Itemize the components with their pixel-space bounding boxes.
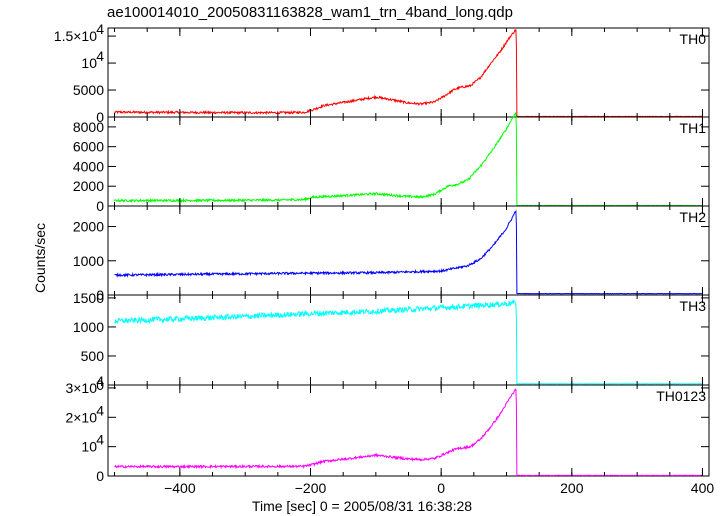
panel-label-th2: TH2 bbox=[680, 209, 707, 225]
y-tick-label: 10 bbox=[81, 439, 97, 455]
y-tick-label: 2×10 bbox=[65, 409, 97, 425]
series-line-th1 bbox=[114, 111, 702, 207]
y-tick-exponent: 4 bbox=[96, 21, 104, 37]
y-tick-label: 1500 bbox=[73, 290, 104, 306]
x-tick-label: 200 bbox=[560, 480, 584, 496]
x-axis-label: Time [sec] 0 = 2005/08/31 16:38:28 bbox=[251, 498, 473, 514]
y-tick-exponent: 4 bbox=[96, 373, 104, 389]
series-line-th0123 bbox=[114, 388, 703, 477]
y-tick-label: 2000 bbox=[73, 178, 104, 194]
y-tick-label: 0 bbox=[96, 198, 104, 214]
y-tick-label: 3×10 bbox=[65, 380, 97, 396]
y-tick-label: 10 bbox=[81, 55, 97, 71]
x-tick-label: 400 bbox=[691, 480, 715, 496]
y-tick-label: 0 bbox=[96, 468, 104, 484]
y-tick-label: 8000 bbox=[73, 119, 104, 135]
y-tick-label: 5000 bbox=[73, 82, 104, 98]
y-tick-label: 0 bbox=[96, 109, 104, 125]
series-line-th0 bbox=[114, 28, 702, 118]
y-tick-label: 6000 bbox=[73, 139, 104, 155]
panel-frame bbox=[107, 116, 710, 207]
y-tick-label: 4000 bbox=[73, 158, 104, 174]
panel-label-th1: TH1 bbox=[680, 120, 707, 136]
y-tick-exponent: 4 bbox=[96, 402, 104, 418]
y-tick-label: 0 bbox=[96, 377, 104, 393]
x-tick-label: −200 bbox=[295, 480, 327, 496]
chart-title: ae100014010_20050831163828_wam1_trn_4ban… bbox=[107, 4, 513, 21]
x-tick-label: 0 bbox=[437, 480, 445, 496]
panel-th3: TH3 0 500 1000 1500 bbox=[73, 290, 710, 393]
panel-th2: TH2 0 1000 2000 bbox=[73, 205, 710, 303]
panel-th1: TH1 0 2000 4000 6000 8000 bbox=[73, 111, 710, 214]
panel-frame bbox=[107, 384, 710, 477]
panel-label-th0: TH0 bbox=[680, 31, 707, 47]
y-tick-label: 1000 bbox=[73, 253, 104, 269]
y-tick-label: 2000 bbox=[73, 219, 104, 235]
y-tick-label: 500 bbox=[81, 348, 105, 364]
panel-frame bbox=[107, 205, 710, 296]
series-line-th3 bbox=[114, 299, 702, 385]
y-tick-label: 1.5×10 bbox=[54, 28, 97, 44]
x-tick-label: −400 bbox=[164, 480, 196, 496]
y-tick-exponent: 4 bbox=[96, 432, 104, 448]
panel-label-th0123: TH0123 bbox=[656, 388, 706, 404]
series-line-th2 bbox=[114, 209, 702, 295]
y-tick-label: 0 bbox=[96, 287, 104, 303]
y-tick-label: 1000 bbox=[73, 319, 104, 335]
panel-label-th3: TH3 bbox=[680, 298, 707, 314]
y-tick-exponent: 4 bbox=[96, 48, 104, 64]
